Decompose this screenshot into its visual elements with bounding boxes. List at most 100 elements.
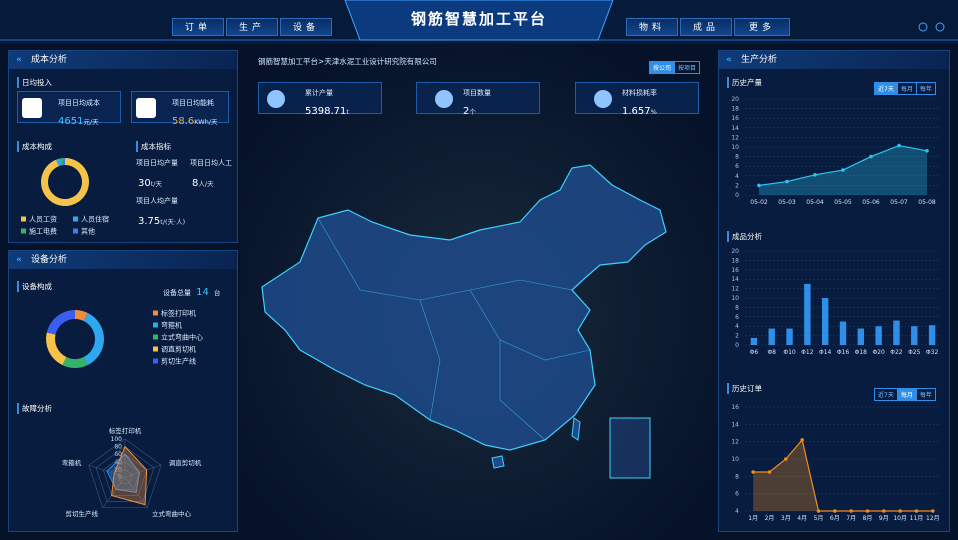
legend-swatch (73, 228, 78, 234)
x-tick-label: Φ14 (819, 349, 832, 356)
legend-swatch (153, 334, 158, 340)
power-icon[interactable] (935, 22, 945, 32)
y-tick-label: 12 (731, 286, 739, 293)
cost-panel: 成本分析 日均投入 项目日均成本 4651元/天 项目日均能耗 58.6KWh/… (8, 50, 238, 243)
section-title: 日均投入 (17, 77, 52, 88)
section-title: 成本指标 (136, 141, 171, 152)
indicator-unit: t/天 (150, 180, 162, 188)
radar-axis (102, 476, 126, 508)
indicator-value: 30 (138, 178, 151, 189)
point (914, 509, 919, 513)
point (785, 179, 789, 184)
bar (786, 328, 793, 345)
taiwan (571, 417, 581, 441)
nav-button[interactable]: 物料 (626, 18, 678, 36)
x-tick-label: 05-08 (918, 199, 936, 206)
x-tick-label: 9月 (879, 515, 889, 522)
filter-button[interactable]: 按项目 (674, 61, 701, 74)
radar-series (106, 453, 140, 493)
donut-segment (62, 357, 88, 368)
x-tick-label: 6月 (830, 515, 840, 522)
y-tick-label: 2 (735, 182, 739, 189)
bar (857, 328, 865, 345)
y-tick-label: 14 (731, 421, 739, 428)
point (816, 509, 821, 513)
x-tick-label: 1月 (748, 515, 758, 522)
card-value: 58.6 (172, 116, 195, 127)
point (833, 509, 837, 513)
y-tick-label: 2 (735, 333, 739, 340)
x-tick-label: 05-06 (862, 199, 880, 206)
stat-label: 材料损耗率 (622, 89, 657, 97)
legend-swatch (73, 216, 78, 222)
tab[interactable]: 近7天 (874, 388, 898, 401)
x-tick-label: 5月 (814, 515, 824, 522)
legend-label: 调直剪切机 (161, 345, 196, 354)
nav-button[interactable]: 更多 (734, 18, 790, 36)
x-tick-label: 3月 (781, 515, 791, 522)
y-tick-label: 18 (731, 106, 739, 113)
stat-icon (435, 90, 453, 108)
donut-segment (45, 332, 67, 366)
nav-button[interactable]: 生产 (226, 18, 278, 36)
bar (804, 283, 811, 345)
legend-swatch (153, 358, 158, 364)
bar (839, 321, 847, 345)
stat-unit: 个 (469, 108, 476, 116)
y-tick-label: 0 (735, 342, 739, 349)
stat-value: 5398.71 (305, 106, 347, 117)
card-value: 4651 (58, 116, 84, 127)
stat-icon (594, 90, 612, 108)
x-tick-label: 8月 (863, 515, 873, 522)
card-icon (136, 98, 156, 118)
x-tick-label: Φ18 (855, 349, 868, 356)
filter-button[interactable]: 按公司 (649, 61, 676, 74)
stat-card: 材料损耗率 1.657% (575, 82, 699, 117)
hainan (491, 455, 505, 469)
x-tick-label: 05-07 (890, 199, 908, 206)
donut-segment (60, 158, 64, 166)
section-title: 成本构成 (17, 141, 52, 152)
home-icon[interactable] (918, 22, 928, 32)
province-borders (419, 299, 441, 421)
donut-segment (41, 158, 90, 206)
nav-button[interactable]: 设备 (280, 18, 332, 36)
y-tick-label: 4 (735, 173, 739, 180)
total-label: 设备总量 (163, 289, 191, 297)
legend-label: 其他 (81, 227, 95, 236)
x-tick-label: Φ20 (872, 349, 885, 356)
tab[interactable]: 每月 (896, 388, 917, 401)
y-tick-label: 0 (735, 192, 739, 199)
bar (893, 320, 900, 345)
products-chart: 0 2 4 6 8 10 12 14 16 18 20 Φ6 Φ8 Φ10 Φ12 Φ14 Φ16 Φ18 Φ20 Φ… (731, 248, 941, 356)
radar-grid (102, 453, 148, 496)
panel-title: 生产分析 (719, 51, 949, 69)
province-borders (317, 217, 573, 301)
section-title: 历史产量 (727, 77, 762, 88)
indicator-label: 项目人均产量 (136, 197, 178, 205)
stat-value: 1.657 (622, 106, 651, 117)
card-unit: 元/天 (83, 118, 99, 126)
nav-button[interactable]: 订单 (172, 18, 224, 36)
point (849, 509, 853, 513)
tab[interactable]: 每年 (915, 82, 936, 95)
radar-tick-label: 20 (114, 466, 122, 473)
radar-grid (88, 438, 162, 509)
y-tick-label: 14 (731, 125, 739, 132)
legend-label: 立式弯曲中心 (161, 333, 203, 342)
x-tick-label: 05-02 (750, 199, 768, 206)
china-map[interactable] (261, 164, 667, 451)
card-label: 项目日均能耗 (172, 99, 214, 107)
legend-label: 弯箍机 (161, 321, 182, 330)
donut-segment (83, 312, 104, 366)
nav-button[interactable]: 成品 (680, 18, 732, 36)
point (898, 509, 902, 513)
point (841, 168, 845, 172)
section-title: 设备构成 (17, 281, 52, 292)
panel-title: 成本分析 (9, 51, 237, 69)
tab[interactable]: 每年 (915, 388, 936, 401)
bar (928, 325, 936, 345)
y-tick-label: 8 (735, 473, 739, 480)
